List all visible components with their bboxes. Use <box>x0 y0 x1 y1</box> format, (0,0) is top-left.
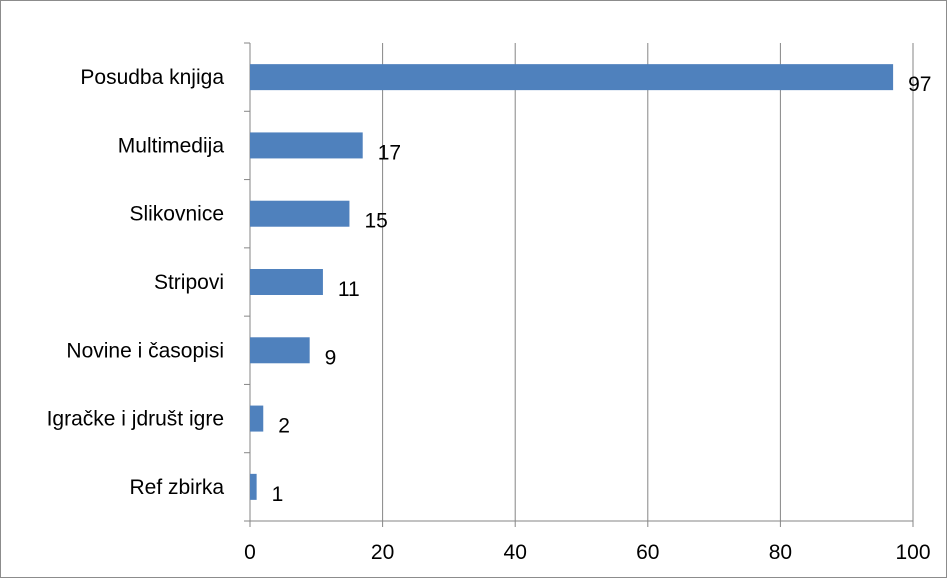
value-label: 97 <box>908 73 931 96</box>
bar-6 <box>250 473 257 500</box>
value-label: 1 <box>272 483 284 506</box>
x-tick-label: 40 <box>504 541 527 564</box>
category-label: Novine i časopisi <box>66 339 224 362</box>
category-label: Stripovi <box>154 271 224 294</box>
value-label: 15 <box>364 210 387 233</box>
category-label: Posudba knjiga <box>80 66 224 89</box>
value-label: 17 <box>378 141 401 164</box>
bar-5 <box>250 405 264 432</box>
x-tick-label: 0 <box>244 541 256 564</box>
bar-1 <box>250 132 363 159</box>
x-tick-label: 60 <box>636 541 659 564</box>
bar-4 <box>250 337 310 364</box>
category-label: Multimedija <box>118 134 225 157</box>
value-label: 2 <box>278 415 290 438</box>
x-tick-label: 80 <box>769 541 792 564</box>
bar-0 <box>250 64 894 91</box>
bar-2 <box>250 200 350 227</box>
value-label: 9 <box>325 346 337 369</box>
labels: 0 20 40 60 80 100 Posudba knjiga 97 Multimedija 1… <box>47 66 932 564</box>
category-label: Igračke i jdrušt igre <box>47 408 224 431</box>
x-tick-label: 20 <box>371 541 394 564</box>
x-tick-label: 100 <box>895 541 930 564</box>
category-label: Slikovnice <box>129 203 224 226</box>
category-label: Ref zbirka <box>129 476 224 499</box>
bars <box>250 64 894 500</box>
value-label: 11 <box>338 278 360 301</box>
gridlines <box>382 43 914 521</box>
bar-3 <box>250 269 323 295</box>
